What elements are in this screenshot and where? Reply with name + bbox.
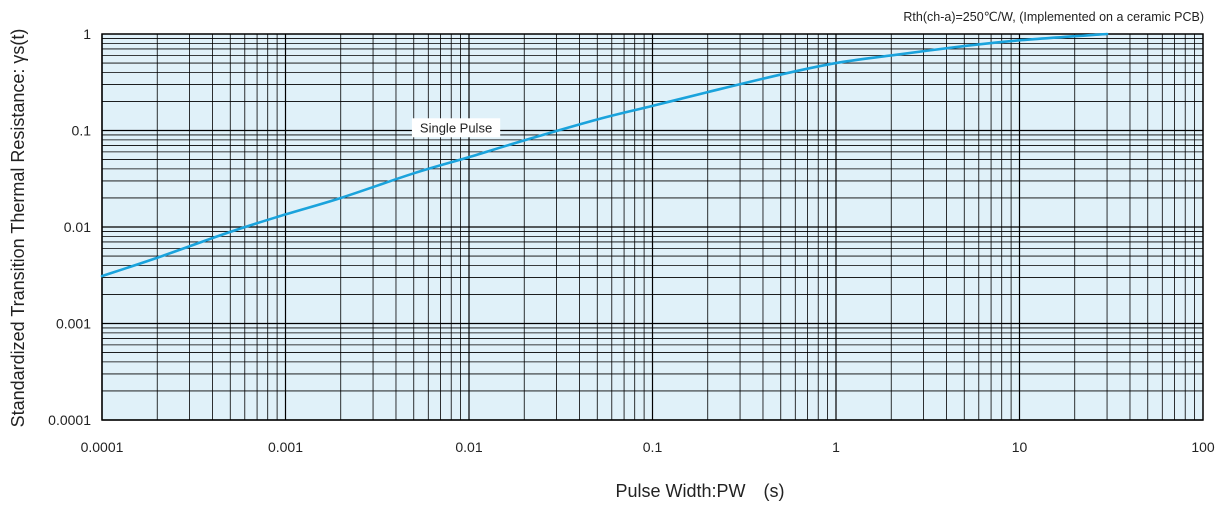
x-tick-label: 10: [1012, 439, 1028, 455]
y-tick-labels: 0.0001 0.001 0.01 0.1 1: [48, 26, 91, 428]
plot-frame-layer: [101, 33, 1204, 421]
x-tick-label: 0.01: [455, 439, 482, 455]
series-annotation: Single Pulse: [411, 118, 501, 138]
series-layer: [100, 32, 1109, 278]
y-tick-label: 0.0001: [48, 412, 91, 428]
x-tick-label: 100: [1191, 439, 1215, 455]
plot-frame: [101, 33, 1204, 421]
x-axis-title: Pulse Width:PW (s): [615, 481, 784, 501]
series-line-single-pulse: [100, 32, 1109, 278]
x-tick-label: 0.001: [268, 439, 303, 455]
y-tick-label: 0.001: [56, 316, 91, 332]
x-tick-label: 0.1: [643, 439, 663, 455]
y-tick-label: 1: [83, 26, 91, 42]
x-tick-labels: 0.0001 0.001 0.01 0.1 1 10 100: [81, 439, 1215, 455]
annotation-background: [411, 118, 501, 138]
y-axis-title: Standardized Transition Thermal Resistan…: [8, 29, 28, 428]
x-tick-label: 1: [832, 439, 840, 455]
y-tick-label: 0.01: [64, 219, 91, 235]
chart-note: Rth(ch-a)=250℃/W, (Implemented on a cera…: [903, 10, 1204, 24]
y-tick-label: 0.1: [72, 123, 92, 139]
x-tick-label: 0.0001: [81, 439, 124, 455]
annotation-label: Single Pulse: [420, 120, 492, 135]
grid-layer: [101, 34, 1203, 421]
annotation-layer: Single Pulse: [411, 118, 501, 138]
